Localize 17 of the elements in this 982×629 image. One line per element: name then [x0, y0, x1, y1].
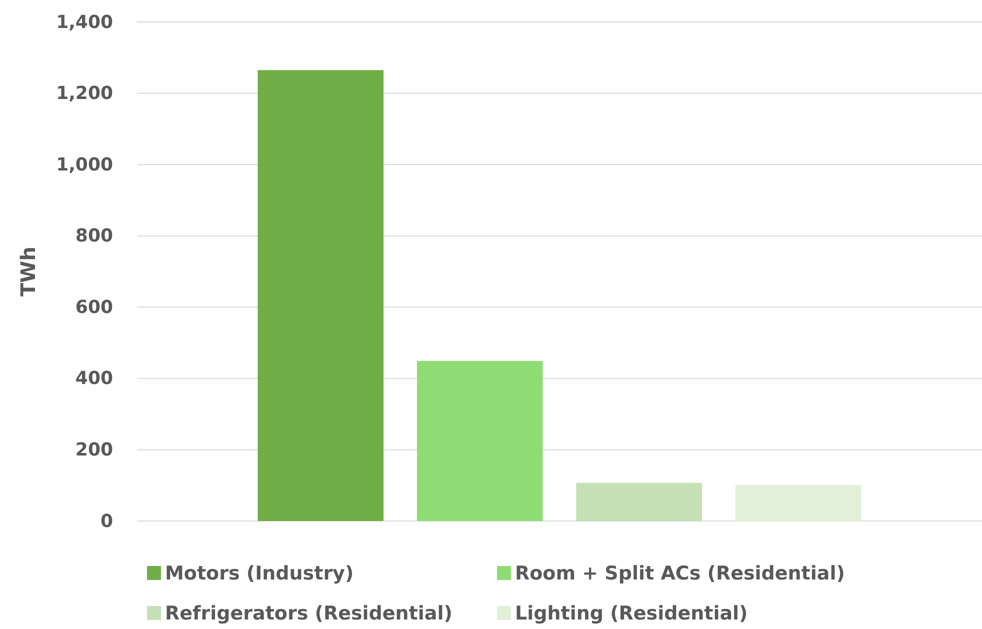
- y-tick-label: 1,000: [56, 154, 113, 176]
- y-tick-label: 800: [75, 226, 113, 247]
- y-tick-label: 1,400: [56, 12, 113, 33]
- y-axis-title: TWh: [16, 246, 40, 296]
- legend-label: Motors (Industry): [165, 562, 354, 585]
- legend-label: Refrigerators (Residential): [165, 602, 452, 625]
- y-tick-label: 600: [75, 296, 113, 318]
- bar: [416, 360, 543, 521]
- legend-label: Lighting (Residential): [515, 602, 748, 625]
- y-tick-label: 1,200: [56, 83, 113, 104]
- legend-label: Room + Split ACs (Residential): [515, 562, 845, 585]
- y-tick-label: 200: [75, 439, 113, 460]
- bar: [258, 70, 384, 521]
- y-tick-label: 0: [100, 510, 113, 532]
- bar: [735, 485, 862, 521]
- y-tick-label: 400: [75, 368, 113, 390]
- bar: [576, 482, 702, 521]
